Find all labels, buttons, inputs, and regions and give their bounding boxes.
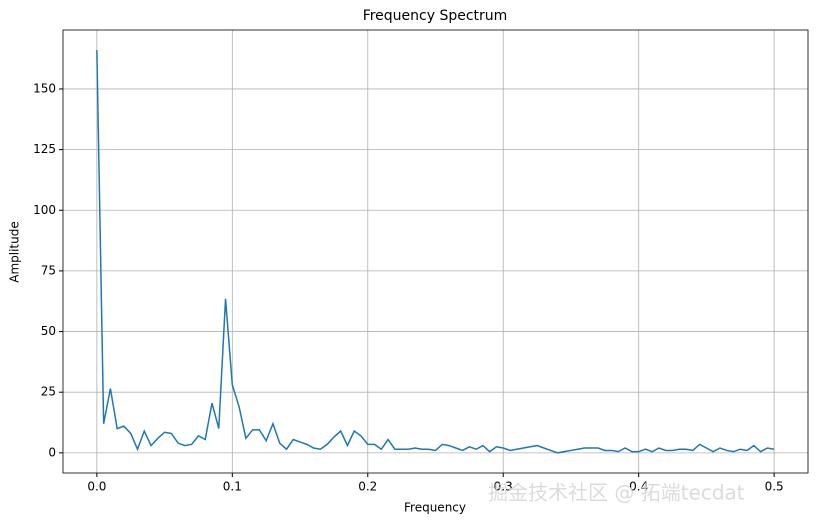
y-tick-label: 75	[41, 263, 56, 277]
x-tick-label: 0.4	[629, 480, 648, 494]
y-axis-label: Amplitude	[8, 221, 22, 283]
x-tick-label: 0.5	[765, 480, 784, 494]
watermark: 掘金技术社区 @ 拓端tecdat	[488, 481, 745, 505]
y-tick-label: 100	[33, 203, 56, 217]
y-tick-label: 50	[41, 324, 56, 338]
y-tick-label: 150	[33, 81, 56, 95]
x-tick-label: 0.2	[358, 480, 377, 494]
plot-frame	[62, 29, 809, 474]
y-tick-label: 0	[48, 445, 56, 459]
x-tick-label: 0.1	[223, 480, 242, 494]
x-tick-label: 0.3	[494, 480, 513, 494]
y-tick-label: 25	[41, 385, 56, 399]
y-tick-label: 125	[33, 142, 56, 156]
data-line	[96, 50, 775, 454]
chart-title: Frequency Spectrum	[363, 8, 508, 24]
x-tick-label: 0.0	[87, 480, 106, 494]
x-axis-label: Frequency	[404, 501, 466, 515]
